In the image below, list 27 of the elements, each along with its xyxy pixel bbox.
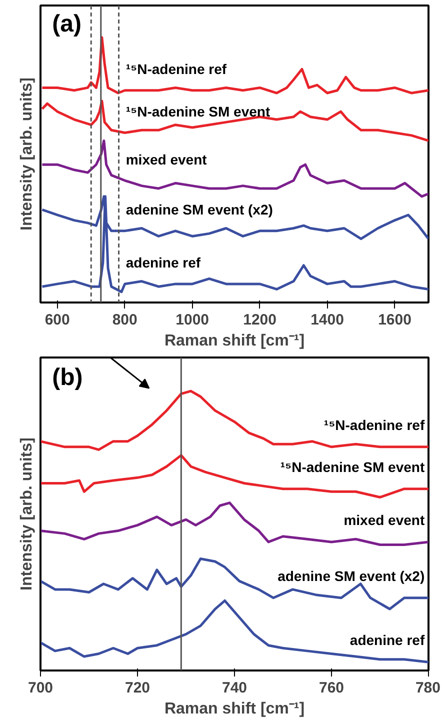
x-tick-label: 760 — [318, 680, 344, 696]
series-label: ¹⁵N-adenine SM event — [126, 104, 270, 120]
x-tick-label: 1000 — [176, 312, 210, 328]
x-axis-title: Raman shift [cm⁻¹] — [164, 700, 305, 718]
series-label: adenine SM event (x2) — [278, 568, 425, 584]
x-tick-label: 740 — [222, 680, 248, 696]
series-label: adenine SM event (x2) — [126, 202, 273, 218]
x-tick-label: 1200 — [243, 312, 276, 328]
series-label: ¹⁵N-adenine ref — [126, 61, 227, 78]
x-tick-label: 780 — [415, 680, 441, 696]
x-axis-title: Raman shift [cm⁻¹] — [164, 332, 305, 350]
x-tick-label: 1400 — [310, 312, 344, 328]
x-tick-label: 720 — [124, 680, 150, 696]
y-axis-title: Intensity [arb. units] — [18, 78, 36, 230]
series-label: ¹⁵N-adenine SM event — [280, 458, 425, 475]
y-axis-title: Intensity [arb. units] — [18, 438, 36, 590]
series-label: adenine ref — [350, 632, 425, 648]
series-label: mixed event — [126, 151, 208, 168]
annotation: (a) — [52, 10, 82, 38]
text: (b) — [52, 364, 83, 392]
x-tick-label: 1600 — [378, 312, 412, 328]
x-tick-label: 800 — [112, 312, 138, 328]
x-tick-label: 700 — [28, 680, 54, 696]
series-label: ¹⁵N-adenine ref — [324, 416, 425, 433]
series-label: mixed event — [344, 512, 425, 528]
x-tick-label: 600 — [44, 312, 70, 328]
series-label: adenine ref — [126, 254, 201, 271]
